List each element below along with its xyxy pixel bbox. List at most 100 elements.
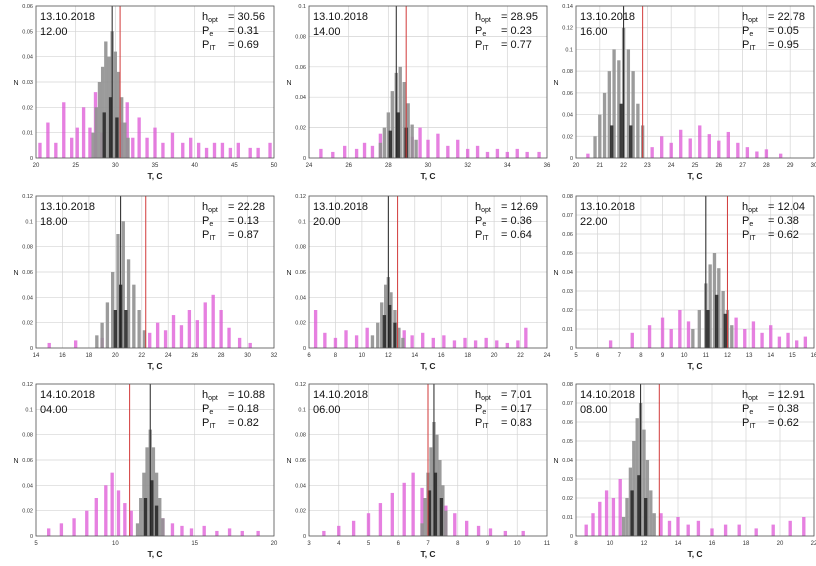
plot-frame [35, 383, 275, 537]
x-tick-label: 22 [620, 163, 627, 169]
pe-value: = 0.38 [768, 215, 799, 227]
histogram-bar [503, 530, 508, 536]
x-tick-label: 30 [244, 353, 251, 359]
histogram-bar [446, 145, 450, 158]
y-tick-label: 0.05 [22, 29, 33, 35]
histogram-bar [788, 520, 792, 536]
histogram-bar [525, 151, 529, 158]
histogram-bar [751, 321, 756, 348]
histogram-bar [667, 520, 672, 536]
histogram-bar [202, 525, 206, 536]
histogram-bar [637, 475, 641, 536]
histogram-bar [378, 503, 383, 536]
histogram-bar [777, 336, 782, 348]
histogram-bar [85, 510, 89, 536]
histogram-bar [591, 513, 595, 536]
x-tick-label: 28 [218, 353, 225, 359]
h-subscript: opt [208, 17, 218, 24]
histogram-bar [411, 472, 415, 536]
y-tick-label: 0.02 [295, 509, 306, 515]
x-tick-label: 22 [138, 353, 145, 359]
x-tick-label: 7 [426, 541, 430, 547]
histogram-bar [376, 322, 380, 348]
x-tick-label: 32 [464, 163, 471, 169]
y-tick-label: 0.08 [562, 69, 573, 75]
plot-frame [575, 383, 815, 537]
y-axis-label: N [13, 270, 18, 277]
y-tick-label: 0.02 [22, 509, 33, 515]
x-tick-label: 16 [811, 353, 816, 359]
histogram-bar [421, 332, 425, 348]
y-tick-label: 0.02 [295, 321, 306, 327]
histogram-bar [465, 520, 469, 536]
histogram-bar [116, 71, 121, 158]
x-tick-label: 11 [703, 353, 710, 359]
y-tick-label: 0.04 [295, 483, 306, 489]
histogram-bar [62, 102, 66, 158]
histogram-bar [629, 125, 633, 158]
x-axis-label: T, C [687, 361, 702, 371]
pe-subscript: e [482, 31, 486, 38]
y-tick-label: 0.04 [22, 295, 33, 301]
histogram-bar [104, 41, 108, 158]
x-tick-label: 28 [385, 163, 392, 169]
histogram-bar [59, 523, 64, 536]
x-tick-label: 20 [573, 163, 580, 169]
histogram-bar [240, 530, 244, 536]
h-value: = 12.04 [768, 201, 805, 213]
histogram-bar [322, 530, 326, 536]
histogram-bar [488, 528, 493, 536]
histogram-bar [630, 332, 634, 348]
histogram-bar [420, 523, 424, 536]
histogram-bar [171, 315, 176, 348]
histogram-bar [104, 485, 108, 536]
histogram-bar [154, 505, 159, 536]
histogram-bar [402, 82, 406, 158]
y-tick-label: 0.02 [295, 126, 306, 132]
x-tick-label: 16 [438, 353, 445, 359]
pe-subscript: e [482, 409, 486, 416]
histogram-bar [631, 71, 635, 158]
pe-symbol: Pe [202, 215, 213, 228]
histogram-bar [97, 82, 102, 158]
histogram-bar [179, 325, 184, 348]
x-tick-label: 3 [307, 541, 311, 547]
histogram-svg: 5 6 7 8 9 10 11 12 13 14 15 16 0 0.01 0.02 0.03 0.04 0.05… [553, 194, 816, 371]
histogram-bar [734, 317, 738, 348]
h-value: = 28.95 [501, 11, 538, 23]
histogram-bar [418, 127, 422, 158]
histogram-bar [621, 517, 626, 536]
pe-value: = 0.18 [228, 403, 259, 415]
x-tick-label: 14 [33, 353, 40, 359]
pit-value: = 0.64 [501, 229, 532, 241]
histogram-bar [313, 310, 318, 348]
y-tick-label: 0.03 [22, 80, 33, 86]
y-tick-label: 0.02 [22, 105, 33, 111]
histogram-bar [211, 294, 215, 348]
histogram-bar [618, 479, 622, 536]
histogram-bar [726, 131, 730, 158]
histogram-bar [706, 310, 710, 348]
histogram-bar [135, 523, 140, 536]
y-tick-label: 0.12 [295, 382, 306, 388]
histogram-bar [688, 138, 692, 158]
time-label: 12.00 [40, 26, 68, 38]
histogram-bar [148, 332, 152, 348]
histogram-bar [219, 310, 223, 348]
y-tick-label: 0.08 [295, 34, 306, 40]
plot-frame [308, 5, 548, 159]
y-tick-label: 0.04 [22, 483, 33, 489]
x-tick-label: 30 [811, 163, 816, 169]
x-tick-label: 20 [491, 353, 498, 359]
histogram-bar [323, 332, 327, 348]
histogram-bar [676, 517, 680, 536]
x-tick-label: 20 [112, 353, 119, 359]
x-tick-label: 30 [112, 163, 119, 169]
h-subscript: opt [481, 395, 491, 402]
y-tick-label: 0.1 [298, 4, 306, 10]
histogram-panel: 6 8 10 12 14 16 18 20 22 24 0 0.02 0.04 0.06 0.08 0.1 0.… [281, 190, 551, 378]
y-tick-label: 0.06 [562, 91, 573, 97]
histogram-bar [427, 490, 432, 536]
histogram-bar [442, 335, 446, 348]
